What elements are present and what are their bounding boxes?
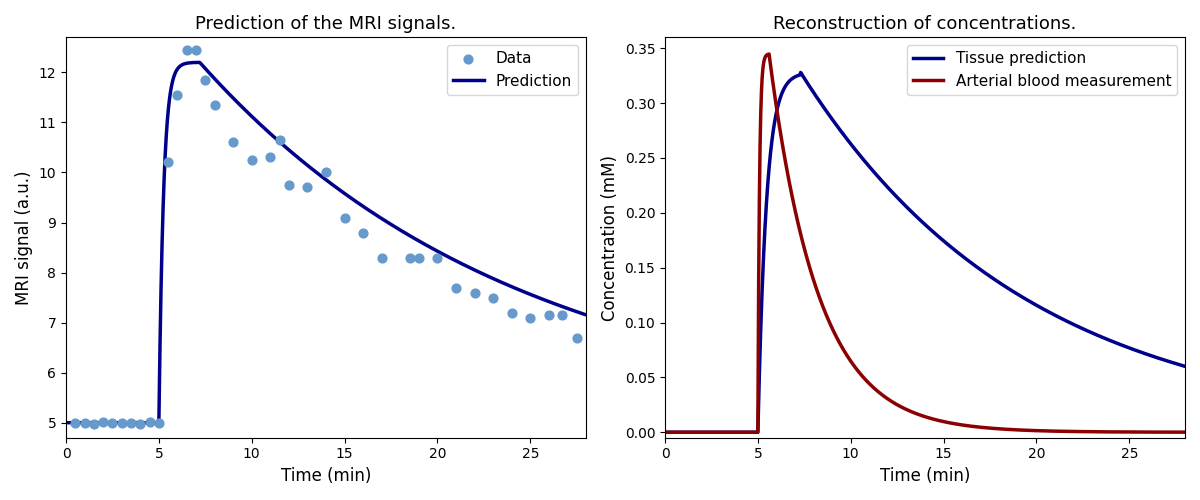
X-axis label: Time (min): Time (min) [281, 467, 371, 485]
Data [94, 418, 113, 426]
Data [140, 418, 160, 426]
Tissue prediction [793, 70, 808, 75]
Data [539, 311, 558, 319]
Data [484, 294, 503, 302]
Data [270, 136, 289, 144]
Arterial blood measurement [880, 396, 894, 402]
Data [568, 334, 587, 342]
Y-axis label: MRI signal (a.u.): MRI signal (a.u.) [14, 170, 34, 305]
Data [446, 284, 466, 292]
Tissue prediction [718, 429, 732, 435]
Prediction [512, 287, 527, 293]
Data [103, 419, 122, 427]
Data [131, 420, 150, 428]
Title: Prediction of the MRI signals.: Prediction of the MRI signals. [196, 15, 457, 33]
Tissue prediction [658, 429, 672, 435]
Data [521, 314, 540, 322]
Tissue prediction [1111, 341, 1126, 347]
Data [178, 46, 197, 54]
Prediction [59, 420, 73, 426]
Line: Arterial blood measurement: Arterial blood measurement [665, 54, 1186, 432]
Data [223, 138, 242, 146]
Tissue prediction [748, 429, 762, 435]
Data [428, 254, 448, 262]
Arterial blood measurement [748, 429, 762, 435]
Data [317, 168, 336, 176]
Data [335, 214, 354, 222]
Data [66, 418, 85, 426]
Data [121, 418, 140, 426]
Legend: Tissue prediction, Arterial blood measurement: Tissue prediction, Arterial blood measur… [907, 45, 1177, 95]
Prediction [281, 146, 295, 152]
Arterial blood measurement [1111, 429, 1126, 435]
Data [196, 76, 215, 84]
Tissue prediction [857, 158, 871, 164]
Prediction [258, 126, 272, 132]
Data [280, 181, 299, 189]
Arterial blood measurement [1168, 429, 1182, 435]
Arterial blood measurement [857, 376, 871, 382]
Data [464, 288, 484, 296]
Data [84, 420, 103, 428]
Tissue prediction [880, 184, 894, 190]
Data [354, 228, 373, 236]
Data [74, 418, 94, 426]
Data [502, 308, 521, 316]
Prediction [149, 420, 163, 426]
Data [205, 101, 224, 109]
Prediction [569, 308, 583, 314]
Prediction [578, 312, 593, 318]
Data [552, 311, 571, 319]
Data [168, 91, 187, 99]
Tissue prediction [1178, 364, 1193, 370]
Line: Prediction: Prediction [66, 62, 586, 422]
Tissue prediction [1168, 360, 1182, 366]
Title: Reconstruction of concentrations.: Reconstruction of concentrations. [773, 15, 1076, 33]
Data [372, 254, 391, 262]
Y-axis label: Concentration (mM): Concentration (mM) [601, 154, 619, 320]
Data [242, 156, 262, 164]
Line: Tissue prediction: Tissue prediction [665, 72, 1186, 432]
Data [186, 46, 205, 54]
Data [158, 158, 178, 166]
Data [298, 184, 317, 192]
Data [149, 418, 168, 426]
Legend: Data, Prediction: Data, Prediction [448, 45, 578, 95]
Data [400, 254, 419, 262]
Arterial blood measurement [658, 429, 672, 435]
X-axis label: Time (min): Time (min) [880, 467, 971, 485]
Data [260, 154, 280, 162]
Arterial blood measurement [718, 429, 732, 435]
Arterial blood measurement [762, 51, 776, 57]
Prediction [192, 60, 206, 66]
Data [409, 254, 428, 262]
Data [112, 418, 131, 426]
Prediction [118, 420, 132, 426]
Arterial blood measurement [1178, 429, 1193, 435]
